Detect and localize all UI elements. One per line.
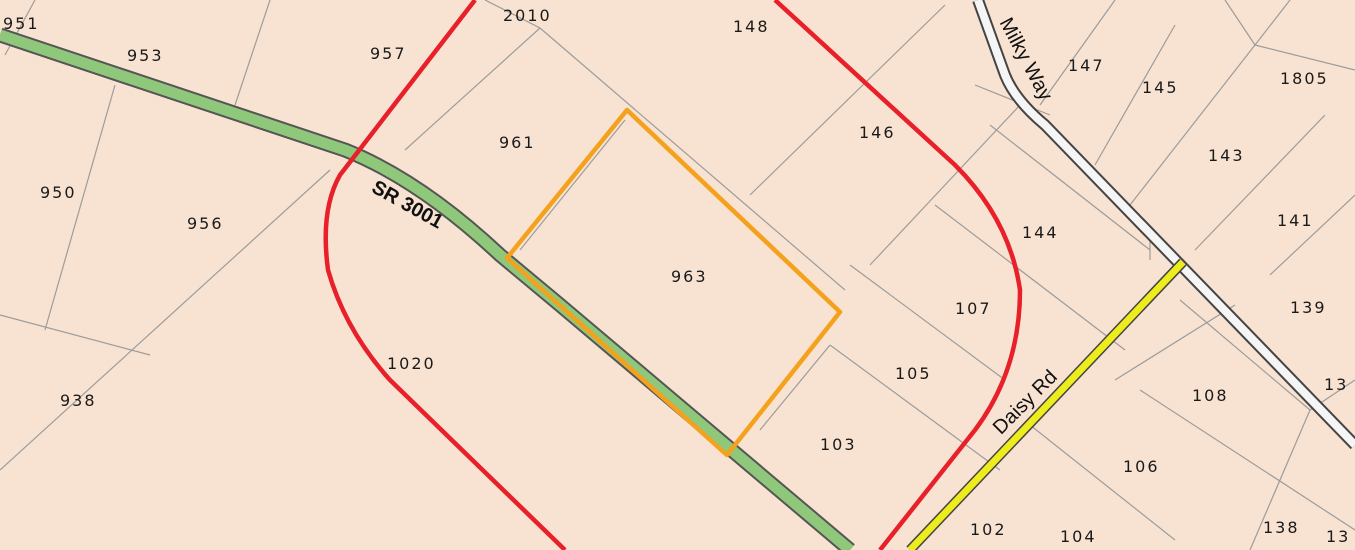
- parcel-label: 953: [127, 46, 164, 65]
- parcel-label: 139: [1290, 298, 1327, 317]
- parcel-label: 1020: [387, 354, 436, 373]
- parcel-label: 104: [1060, 527, 1097, 546]
- parcel-label: 2010: [503, 6, 552, 25]
- parcel-label: 13: [1324, 375, 1349, 394]
- parcel-label: 147: [1068, 56, 1105, 75]
- parcel-label: 951: [3, 14, 40, 33]
- parcel-label: 938: [60, 391, 97, 410]
- parcel-label: 1805: [1280, 69, 1329, 88]
- parcel-label: 963: [671, 267, 708, 286]
- parcel-label: 146: [859, 123, 896, 142]
- parcel-label: 105: [895, 364, 932, 383]
- parcel-label: 106: [1123, 457, 1160, 476]
- parcel-label: 107: [955, 299, 992, 318]
- parcel-label: 148: [733, 17, 770, 36]
- parcel-label: 103: [820, 435, 857, 454]
- parcel-label: 956: [187, 214, 224, 233]
- parcel-label: 957: [370, 44, 407, 63]
- parcel-label: 102: [970, 520, 1007, 539]
- parcel-label: 108: [1192, 386, 1229, 405]
- sr-3001-road: [0, 27, 855, 550]
- parcel-label: 145: [1142, 78, 1179, 97]
- parcel-label: 138: [1263, 518, 1300, 537]
- daisy-rd-road: [906, 258, 1187, 550]
- parcel-label: 950: [40, 183, 77, 202]
- parcel-label: 13: [1326, 527, 1351, 546]
- parcel-label: 143: [1208, 146, 1245, 165]
- parcel-label: 144: [1022, 223, 1059, 242]
- parcel-label: 141: [1277, 211, 1314, 230]
- buffer-zone-outline: [323, 0, 1023, 550]
- parcel-label: 961: [499, 133, 536, 152]
- subject-parcel-outline: [504, 107, 843, 458]
- milky-way-road: [972, 0, 1355, 450]
